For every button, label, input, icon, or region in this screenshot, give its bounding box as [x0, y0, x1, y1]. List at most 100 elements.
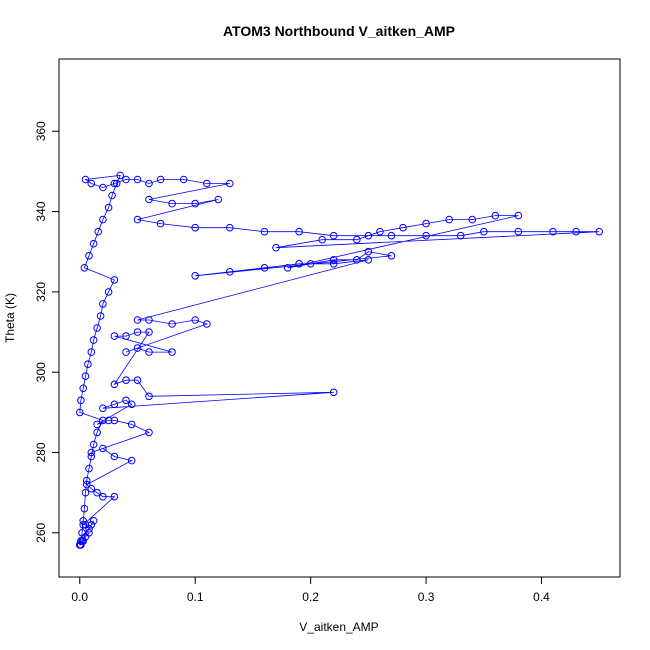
data-point — [93, 488, 101, 497]
data-point — [203, 320, 211, 328]
x-tick-label: 0.4 — [533, 590, 550, 604]
data-point — [145, 179, 153, 188]
data-point — [79, 521, 87, 529]
data-point — [81, 372, 90, 381]
data-point — [260, 227, 269, 236]
data-point — [89, 440, 98, 449]
data-point — [87, 452, 96, 461]
x-axis: 0.0 0.1 0.2 0.3 0.4 — [71, 576, 550, 604]
x-tick-label: 0.2 — [302, 590, 319, 604]
data-point — [80, 504, 89, 513]
data-point — [295, 260, 303, 268]
data-point — [514, 227, 523, 236]
data-point — [318, 235, 327, 244]
data-point — [122, 348, 130, 356]
data-point — [82, 480, 91, 489]
data-point — [226, 179, 234, 188]
data-point — [226, 223, 234, 232]
data-point — [122, 376, 130, 385]
data-point — [145, 392, 153, 401]
data-point — [549, 227, 557, 236]
data-point — [156, 219, 165, 228]
data-point — [133, 316, 142, 324]
data-point — [104, 288, 113, 296]
data-point — [77, 396, 85, 405]
data-point — [168, 348, 176, 356]
data-point — [168, 199, 176, 208]
data-point — [133, 328, 142, 336]
data-point — [329, 256, 338, 264]
data-point — [81, 175, 90, 184]
data-point — [85, 464, 93, 473]
data-point — [99, 300, 107, 308]
data-point — [364, 247, 373, 256]
data-point — [399, 223, 407, 232]
data-point — [353, 235, 361, 244]
data-point — [387, 231, 396, 240]
data-point — [110, 179, 119, 188]
data-point — [456, 231, 465, 240]
data-point — [376, 227, 384, 236]
data-point — [99, 215, 107, 224]
data-point — [283, 264, 292, 272]
data-point — [110, 416, 119, 425]
y-tick-label: 360 — [34, 121, 48, 141]
data-point — [133, 215, 142, 224]
series-line — [79, 174, 600, 546]
data-point — [480, 227, 488, 236]
y-tick-label: 300 — [34, 362, 48, 382]
data-point — [145, 348, 153, 356]
data-point — [80, 264, 89, 272]
data-point — [191, 316, 199, 324]
y-axis-label: Theta (K) — [3, 293, 17, 343]
data-point — [110, 276, 119, 284]
x-tick-label: 0.3 — [418, 590, 435, 604]
y-axis: 260 280 300 320 340 360 — [34, 121, 60, 543]
data-point — [203, 179, 211, 188]
data-point — [84, 360, 92, 369]
data-point — [191, 272, 199, 280]
data-point — [156, 175, 165, 184]
data-point — [104, 203, 113, 212]
data-point — [133, 376, 142, 385]
data-point — [81, 488, 90, 497]
y-tick-label: 340 — [34, 201, 48, 221]
plot-frame — [58, 58, 621, 578]
data-point — [127, 456, 136, 465]
data-point — [93, 324, 101, 332]
y-tick-label: 280 — [34, 442, 48, 462]
data-point — [127, 400, 136, 409]
data-point — [89, 336, 98, 344]
data-point — [79, 384, 87, 393]
data-point — [77, 541, 85, 549]
data-point — [145, 195, 153, 204]
data-point — [306, 260, 315, 268]
data-point — [133, 344, 142, 352]
data-point — [110, 492, 119, 501]
data-point — [295, 227, 303, 236]
data-point — [260, 264, 269, 272]
data-point — [468, 215, 477, 224]
data-point — [168, 320, 176, 328]
data-point — [191, 223, 199, 232]
data-point — [99, 416, 107, 425]
data-point — [226, 268, 234, 276]
data-point — [89, 517, 98, 525]
data-point — [445, 215, 454, 224]
data-point — [329, 388, 338, 397]
x-tick-label: 0.0 — [71, 590, 88, 604]
data-point — [387, 252, 396, 260]
data-point — [133, 175, 142, 184]
data-point — [122, 396, 130, 405]
data-point — [87, 484, 96, 493]
data-point — [572, 227, 580, 236]
y-tick-label: 320 — [34, 282, 48, 302]
data-point — [595, 227, 604, 236]
data-point — [79, 517, 87, 525]
data-point — [145, 316, 153, 324]
data-point — [353, 256, 361, 264]
data-point — [99, 444, 107, 453]
data-point — [122, 175, 130, 184]
data-point — [145, 428, 153, 437]
data-point — [104, 416, 113, 425]
